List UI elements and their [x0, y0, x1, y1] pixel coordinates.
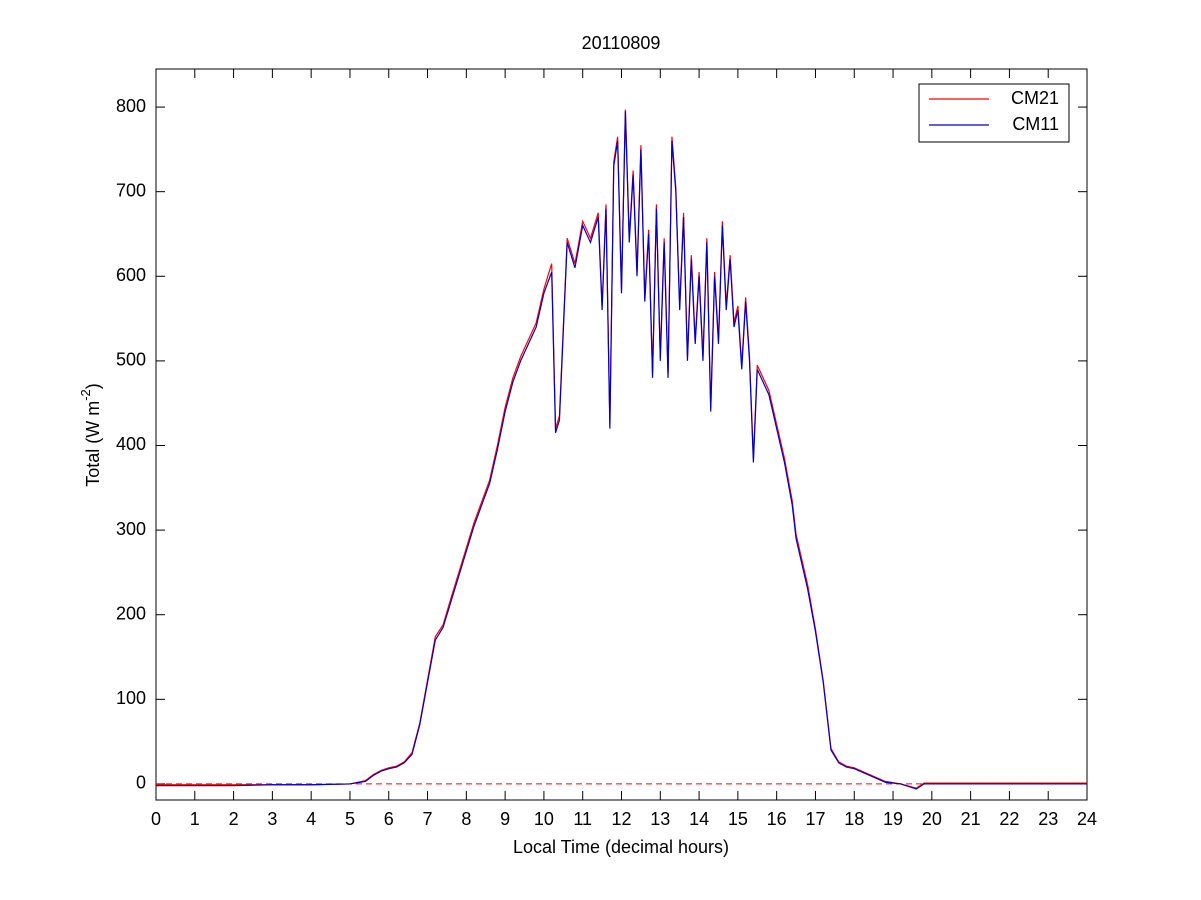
x-tick-label: 0 — [151, 809, 161, 829]
y-label-text: Total (W m — [83, 401, 103, 487]
x-tick-label: 9 — [500, 809, 510, 829]
x-tick-label: 20 — [922, 809, 942, 829]
y-tick-label: 100 — [116, 688, 146, 708]
x-tick-label: 24 — [1077, 809, 1097, 829]
y-tick-label: 0 — [136, 773, 146, 793]
x-tick-label: 15 — [728, 809, 748, 829]
x-tick-label: 16 — [767, 809, 787, 829]
x-tick-label: 6 — [384, 809, 394, 829]
x-tick-label: 5 — [345, 809, 355, 829]
series-line — [156, 111, 1087, 790]
y-tick-label: 300 — [116, 519, 146, 539]
x-tick-label: 3 — [267, 809, 277, 829]
x-tick-label: 23 — [1038, 809, 1058, 829]
x-tick-label: 19 — [883, 809, 903, 829]
x-tick-label: 7 — [423, 809, 433, 829]
y-tick-label: 200 — [116, 603, 146, 623]
x-tick-label: 17 — [805, 809, 825, 829]
y-label-end: ) — [83, 383, 103, 389]
x-tick-label: 1 — [190, 809, 200, 829]
x-tick-label: 18 — [844, 809, 864, 829]
legend-box — [918, 83, 1070, 143]
y-tick-label: 600 — [116, 265, 146, 285]
x-tick-label: 4 — [306, 809, 316, 829]
x-tick-label: 11 — [573, 809, 592, 829]
y-axis-label: Total (W m-2) — [78, 383, 102, 487]
plot-area — [155, 68, 1088, 801]
x-tick-label: 8 — [461, 809, 471, 829]
y-tick-label: 500 — [116, 350, 146, 370]
x-tick-label: 14 — [689, 809, 709, 829]
legend-label: CM21 — [1011, 88, 1059, 108]
x-tick-label: 13 — [650, 809, 670, 829]
y-tick-label: 400 — [116, 434, 146, 454]
x-tick-label: 2 — [229, 809, 239, 829]
x-tick-label: 12 — [611, 809, 631, 829]
legend-label: CM11 — [1012, 114, 1059, 134]
chart-title: 20110809 — [582, 33, 661, 53]
x-tick-label: 10 — [534, 809, 554, 829]
y-tick-label: 700 — [116, 180, 146, 200]
y-label-sup: -2 — [78, 389, 93, 401]
x-tick-label: 22 — [999, 809, 1019, 829]
x-axis-label: Local Time (decimal hours) — [513, 837, 729, 857]
y-tick-label: 800 — [116, 96, 146, 116]
x-tick-label: 21 — [961, 809, 981, 829]
